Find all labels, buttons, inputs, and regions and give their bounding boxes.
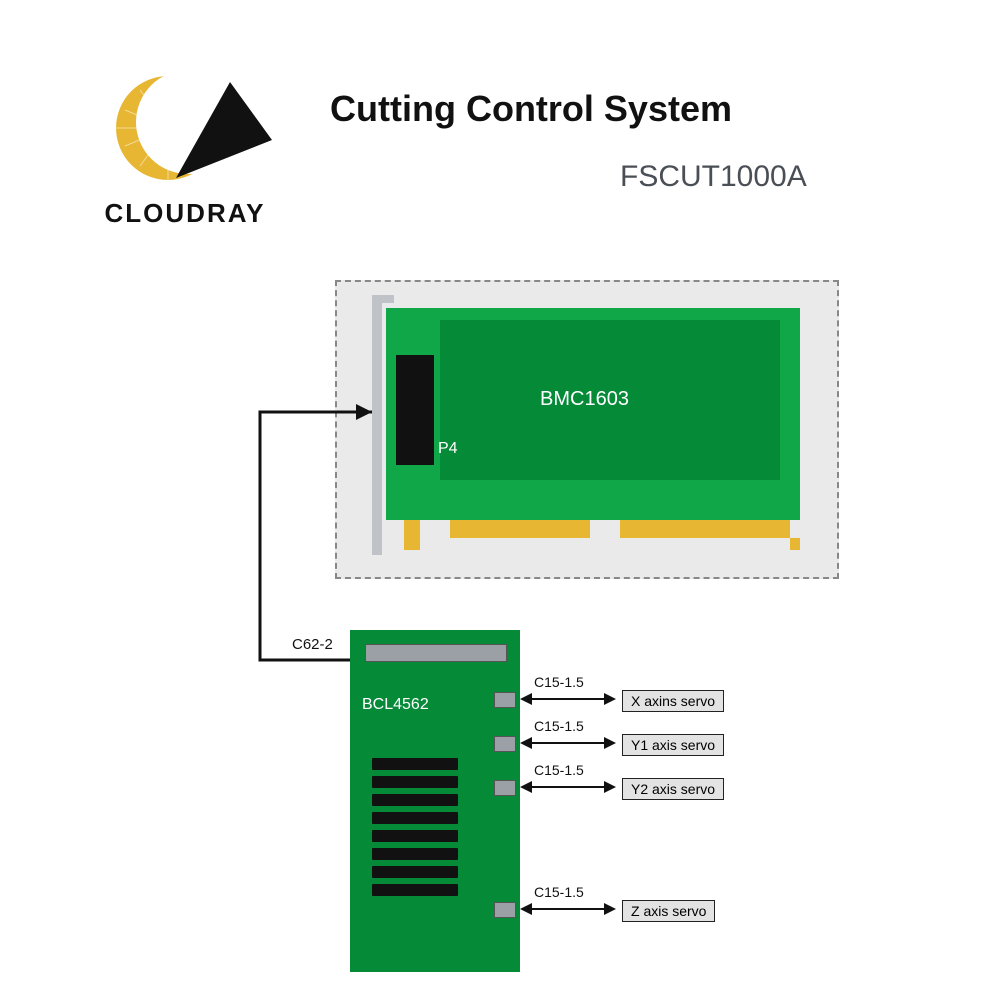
terminal-header-slot — [365, 644, 507, 662]
servo-box-2: Y2 axis servo — [622, 778, 724, 800]
diagram-stage: CLOUDRAY Cutting Control System FSCUT100… — [0, 0, 1000, 1000]
card-main-label: BMC1603 — [540, 388, 629, 411]
cable-label-c62: C62-2 — [292, 636, 333, 653]
card-port-p4 — [396, 355, 434, 465]
terminal-port-3 — [494, 902, 516, 918]
model-number: FSCUT1000A — [620, 160, 807, 194]
gold-finger-1 — [404, 520, 420, 538]
gold-finger-2 — [450, 520, 590, 538]
cable-label-2: C15-1.5 — [534, 762, 584, 778]
cable-label-0: C15-1.5 — [534, 674, 584, 690]
terminal-port-0 — [494, 692, 516, 708]
servo-box-0: X axins servo — [622, 690, 724, 712]
card-bracket-top — [372, 295, 394, 303]
terminal-port-1 — [494, 736, 516, 752]
page-title: Cutting Control System — [330, 88, 732, 130]
card-bracket — [372, 300, 382, 555]
card-port-label: P4 — [438, 440, 458, 458]
pcb-tab-left — [404, 538, 420, 550]
pcb-tab-right — [790, 538, 800, 550]
servo-box-3: Z axis servo — [622, 900, 715, 922]
cable-label-3: C15-1.5 — [534, 884, 584, 900]
cable-label-1: C15-1.5 — [534, 718, 584, 734]
terminal-port-2 — [494, 780, 516, 796]
gold-finger-3 — [620, 520, 790, 538]
brand-name: CLOUDRAY — [80, 198, 290, 229]
servo-box-1: Y1 axis servo — [622, 734, 724, 756]
brand-logo: CLOUDRAY — [80, 70, 290, 240]
terminal-block — [372, 758, 458, 896]
terminal-label: BCL4562 — [362, 696, 429, 714]
